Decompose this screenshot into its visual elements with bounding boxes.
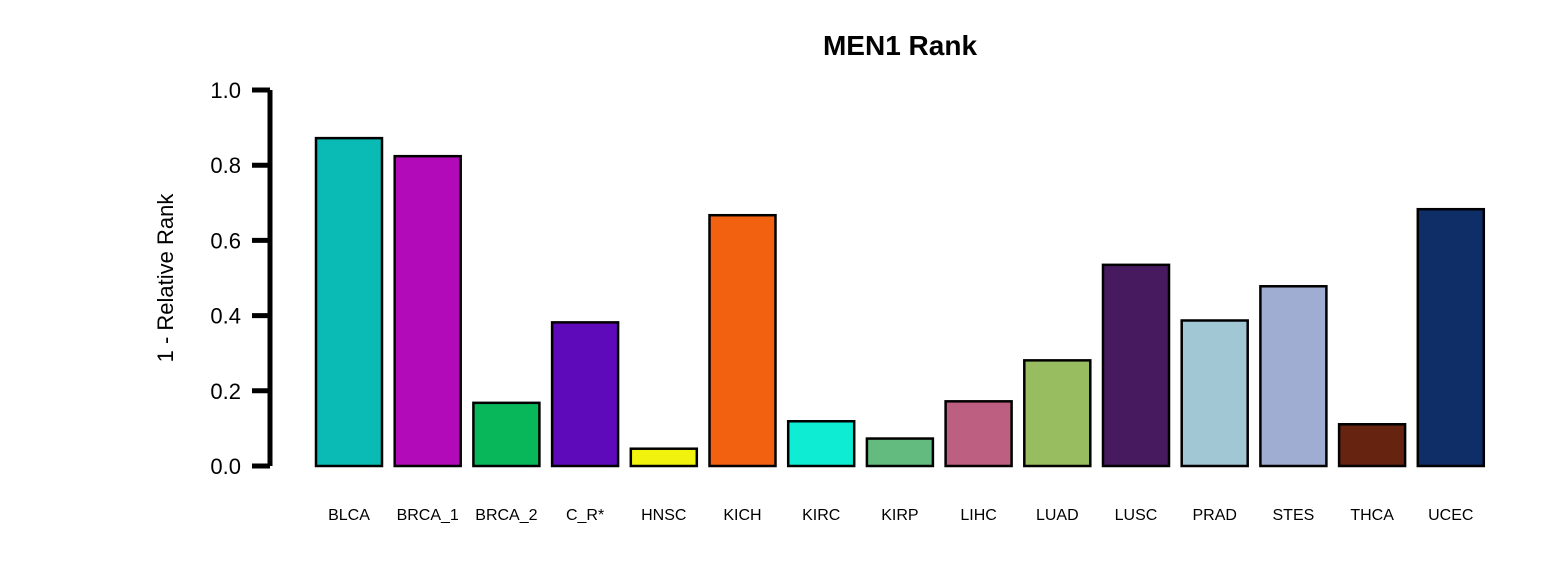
y-tick-label: 0.2 <box>210 379 241 404</box>
bar-thca <box>1337 423 1407 468</box>
x-category-label: BLCA <box>328 507 370 524</box>
bar-prad <box>1180 319 1249 468</box>
x-category-label: UCEC <box>1428 507 1473 524</box>
bar-kich <box>708 213 777 468</box>
y-axis: 0.0 0.2 0.4 0.6 0.8 1.0 <box>210 78 273 479</box>
y-axis-label: 1 - Relative Rank <box>153 193 178 363</box>
x-category-label: STES <box>1273 507 1315 524</box>
bar-brca-2 <box>472 401 541 468</box>
bar-kirc <box>786 420 856 468</box>
x-category-label: THCA <box>1350 507 1394 524</box>
bar-luad <box>1023 359 1092 468</box>
bar-lihc <box>944 400 1013 468</box>
bar-stes <box>1259 285 1328 468</box>
x-category-label: C_R* <box>566 507 604 524</box>
x-category-label: KIRC <box>802 507 840 524</box>
y-tick-label: 0.4 <box>210 304 241 329</box>
y-tick-label: 0.8 <box>210 153 241 178</box>
bar-kirp <box>865 437 935 468</box>
bar-lusc <box>1101 263 1171 468</box>
x-category-label: BRCA_2 <box>475 507 537 524</box>
x-category-label: LUSC <box>1115 507 1158 524</box>
y-tick-label: 1.0 <box>210 78 241 103</box>
x-category-label: PRAD <box>1192 507 1236 524</box>
y-tick-label: 0.6 <box>210 228 241 253</box>
x-category-label: HNSC <box>641 507 686 524</box>
category-labels: BLCA BRCA_1 BRCA_2 C_R* HNSC KICH KIRC KIRP LIHC… <box>328 507 1473 524</box>
bar-hnsc <box>629 447 699 468</box>
bar-brca-1 <box>393 154 462 468</box>
bar-series <box>314 136 1486 468</box>
x-category-label: LIHC <box>960 507 996 524</box>
x-category-label: LUAD <box>1036 507 1079 524</box>
x-category-label: KICH <box>723 507 761 524</box>
bar-ucec <box>1416 207 1486 468</box>
bar-c-r <box>550 321 620 468</box>
x-category-label: BRCA_1 <box>397 507 459 524</box>
x-category-label: KIRP <box>881 507 918 524</box>
y-tick-label: 0.0 <box>210 454 241 479</box>
bar-blca <box>314 136 384 468</box>
chart-title: MEN1 Rank <box>823 30 977 61</box>
